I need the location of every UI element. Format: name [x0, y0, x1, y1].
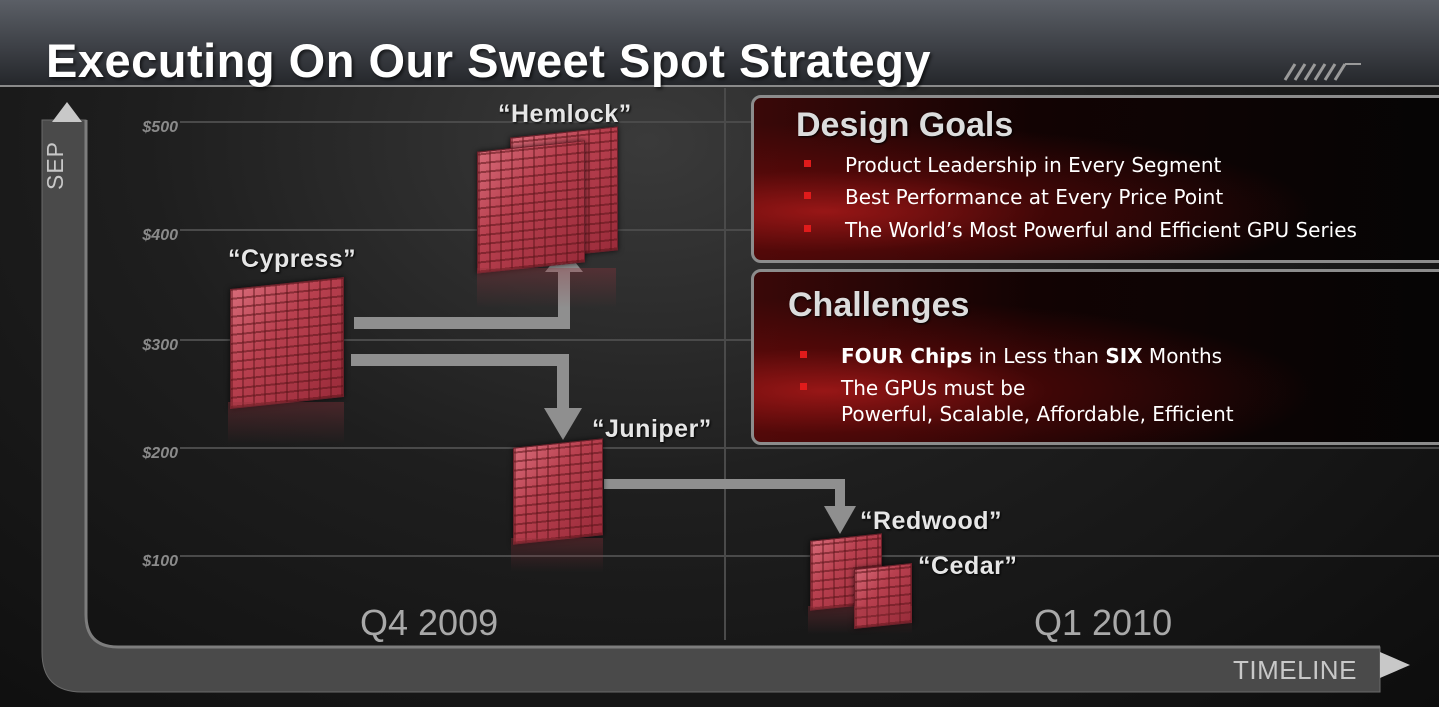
design-goal-item: Product Leadership in Every Segment — [804, 153, 1222, 177]
bullet-square-icon — [804, 192, 811, 199]
title-divider — [0, 85, 1439, 87]
arrow-cypress-to-hemlock — [354, 270, 570, 329]
design-goal-text: The World’s Most Powerful and Efficient … — [845, 218, 1357, 242]
arrowhead-redwood — [824, 506, 856, 534]
price-tick-300: $300 — [142, 337, 178, 354]
arrow-juniper-to-redwood — [604, 479, 845, 508]
challenge-text: The GPUs must be — [841, 376, 1026, 400]
challenge-item: FOUR Chips in Less than SIX Months — [800, 344, 1223, 368]
challenge-item-continuation: Powerful, Scalable, Affordable, Efficien… — [841, 402, 1234, 426]
price-tick-400: $400 — [142, 227, 178, 244]
price-tick-500: $500 — [142, 119, 178, 136]
quarter-label-q1-2010: Q1 2010 — [1034, 602, 1173, 643]
bullet-square-icon — [804, 225, 811, 232]
design-goal-item: Best Performance at Every Price Point — [804, 185, 1224, 209]
bullet-square-icon — [800, 351, 807, 358]
design-goal-item: The World’s Most Powerful and Efficient … — [804, 218, 1357, 242]
redwood-label: “Redwood” — [860, 507, 1002, 535]
challenge-item: The GPUs must be — [800, 376, 1026, 400]
challenge-emphasis: FOUR Chips — [841, 344, 973, 368]
challenge-text: Months — [1142, 344, 1223, 368]
cypress-reflection — [228, 402, 344, 444]
challenge-emphasis: SIX — [1105, 344, 1143, 368]
hemlock-label: “Hemlock” — [498, 100, 632, 128]
slide-title: Executing On Our Sweet Spot Strategy — [46, 34, 932, 87]
cypress-label: “Cypress” — [228, 245, 357, 273]
arrow-cypress-to-juniper — [351, 354, 569, 410]
title-bar — [0, 0, 1439, 86]
cypress-chip — [230, 277, 344, 409]
design-goal-text: Product Leadership in Every Segment — [845, 153, 1222, 177]
design-goal-text: Best Performance at Every Price Point — [845, 185, 1224, 209]
decorative-stripes — [1283, 63, 1361, 81]
design-goals-heading: Design Goals — [796, 106, 1014, 144]
juniper-chip — [513, 438, 603, 545]
x-axis-label: TIMELINE — [1233, 655, 1357, 685]
challenge-text: in Less than — [972, 344, 1106, 368]
cedar-label: “Cedar” — [918, 552, 1018, 580]
challenges-panel: Challenges FOUR Chips in Less than SIX M… — [751, 269, 1439, 445]
price-tick-100: $100 — [142, 553, 178, 570]
quarter-label-q4-2009: Q4 2009 — [360, 602, 499, 643]
design-goals-panel: Design Goals Product Leadership in Every… — [751, 95, 1439, 263]
juniper-label: “Juniper” — [592, 415, 712, 443]
redwood-cedar-reflection — [808, 606, 912, 634]
hemlock-reflection — [477, 268, 616, 308]
bullet-square-icon — [800, 383, 807, 390]
y-axis-label: SEP — [42, 140, 68, 190]
y-axis-arrow-icon — [52, 102, 82, 122]
challenges-heading: Challenges — [788, 286, 970, 324]
x-axis-arrow-icon — [1380, 652, 1410, 678]
arrowhead-juniper — [544, 408, 582, 440]
hemlock-chip-front — [477, 140, 585, 274]
price-tick-200: $200 — [142, 445, 178, 462]
bullet-square-icon — [804, 160, 811, 167]
juniper-reflection — [511, 538, 603, 572]
